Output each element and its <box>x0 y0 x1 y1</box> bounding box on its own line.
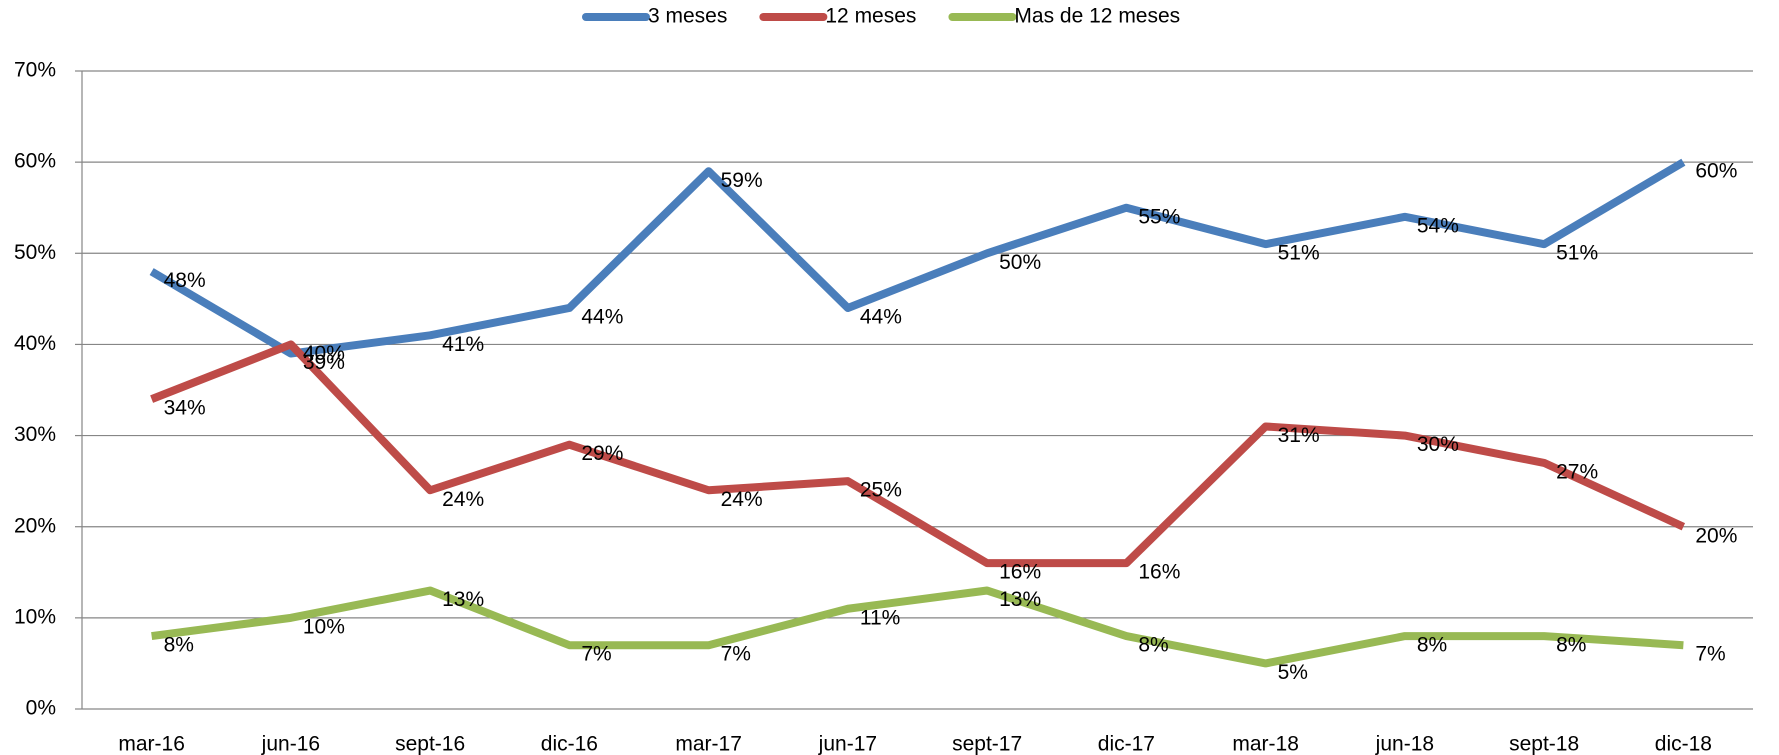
x-tick-label: mar-17 <box>675 733 742 755</box>
legend-label: Mas de 12 meses <box>1014 5 1180 28</box>
data-label: 5% <box>1278 661 1308 684</box>
data-label: 7% <box>581 643 611 666</box>
data-label: 40% <box>303 342 345 365</box>
x-tick-label: dic-16 <box>541 733 598 755</box>
data-label: 59% <box>721 169 763 192</box>
y-tick-label: 20% <box>14 514 56 537</box>
x-tick-label: mar-18 <box>1232 733 1299 755</box>
data-label: 51% <box>1556 242 1598 265</box>
legend-label: 12 meses <box>825 5 916 28</box>
data-label: 16% <box>999 561 1041 584</box>
data-label: 44% <box>581 306 623 329</box>
x-tick-label: mar-16 <box>118 733 185 755</box>
y-tick-label: 40% <box>14 332 56 355</box>
y-tick-label: 50% <box>14 241 56 264</box>
data-label: 13% <box>442 588 484 611</box>
data-label: 10% <box>303 615 345 638</box>
series-line <box>151 586 1684 668</box>
y-tick-label: 60% <box>14 150 56 173</box>
data-label: 48% <box>164 269 206 292</box>
data-label: 7% <box>1695 643 1725 666</box>
data-label: 41% <box>442 333 484 356</box>
data-label: 11% <box>860 606 900 629</box>
data-label: 30% <box>1417 433 1459 456</box>
y-tick-label: 30% <box>14 423 56 446</box>
data-label: 16% <box>1138 561 1180 584</box>
data-label: 20% <box>1695 524 1737 547</box>
data-label: 39% <box>303 351 345 374</box>
data-label: 8% <box>1417 634 1447 657</box>
x-tick-label: sept-18 <box>1509 733 1579 755</box>
y-tick-label: 70% <box>14 59 56 82</box>
data-label: 60% <box>1695 160 1737 183</box>
data-label: 50% <box>999 251 1041 274</box>
data-label: 25% <box>860 479 902 502</box>
y-tick-label: 0% <box>26 697 56 720</box>
x-tick-label: sept-16 <box>395 733 465 755</box>
data-label: 34% <box>164 397 206 420</box>
x-tick-label: dic-18 <box>1655 733 1712 755</box>
data-label: 55% <box>1138 205 1180 228</box>
x-tick-label: dic-17 <box>1098 733 1155 755</box>
data-label: 54% <box>1417 214 1459 237</box>
data-label: 31% <box>1278 424 1320 447</box>
series-line <box>149 158 1686 358</box>
data-label: 51% <box>1278 242 1320 265</box>
data-label: 29% <box>581 442 623 465</box>
data-label: 8% <box>1138 634 1168 657</box>
data-label: 8% <box>1556 634 1586 657</box>
data-label: 24% <box>442 488 484 511</box>
x-tick-label: jun-16 <box>261 733 320 755</box>
data-label: 27% <box>1556 460 1598 483</box>
y-tick-label: 10% <box>14 605 56 628</box>
legend-label: 3 meses <box>648 5 727 28</box>
series-line <box>150 340 1686 568</box>
data-label: 13% <box>999 588 1041 611</box>
x-tick-label: jun-17 <box>818 733 877 755</box>
x-tick-label: sept-17 <box>952 733 1022 755</box>
data-label: 7% <box>721 643 751 666</box>
data-label: 24% <box>721 488 763 511</box>
data-label: 8% <box>164 634 194 657</box>
x-tick-label: jun-18 <box>1375 733 1434 755</box>
data-label: 44% <box>860 306 902 329</box>
